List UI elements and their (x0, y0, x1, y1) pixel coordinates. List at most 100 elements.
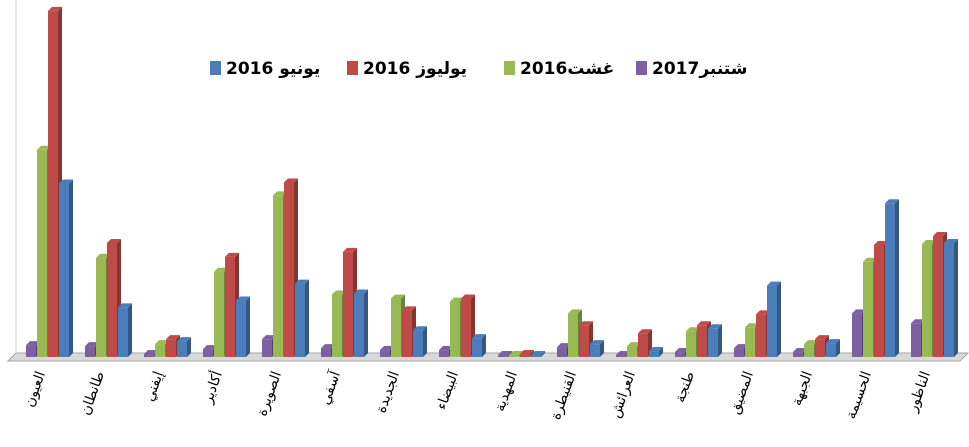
bar-side (659, 347, 663, 357)
bar-top (177, 337, 191, 342)
bar-top (944, 238, 958, 243)
bar (944, 242, 954, 357)
x-tick-label: القنيطرة (548, 369, 580, 422)
bar (826, 343, 836, 357)
bar (155, 344, 165, 357)
bar-side (541, 351, 545, 357)
bar (675, 352, 685, 357)
bar-top (332, 290, 346, 295)
bar (627, 346, 637, 357)
bar (804, 344, 814, 357)
bar (332, 294, 342, 357)
bar (922, 243, 932, 357)
bar (509, 355, 519, 357)
bar-top (686, 327, 700, 332)
bar (933, 236, 943, 357)
bar (26, 345, 36, 357)
bar-top (273, 191, 287, 196)
bar (273, 195, 283, 357)
bar-top (675, 348, 689, 353)
bar (472, 338, 482, 357)
bar-side (246, 296, 250, 357)
bar (37, 149, 47, 357)
bar-top (236, 296, 250, 301)
x-tick-label: العيون (21, 369, 49, 409)
bar (354, 293, 364, 357)
x-tick-label: المهدية (492, 369, 521, 413)
bar (461, 298, 471, 357)
x-tick-label: المضيق (727, 369, 757, 416)
bar-top (793, 348, 807, 353)
bar-top (826, 339, 840, 344)
bar-top (509, 351, 523, 356)
bar-top (354, 289, 368, 294)
x-tick-label: أكادير (198, 368, 226, 406)
bar-top (498, 351, 512, 356)
bar-top (380, 346, 394, 351)
bar (236, 300, 246, 357)
bar (852, 313, 862, 357)
bar (686, 331, 696, 357)
legend-swatch (210, 61, 221, 75)
bar-side (69, 179, 73, 357)
bar-top (649, 347, 663, 352)
bar (391, 298, 401, 357)
legend-swatch (504, 61, 515, 75)
bar (85, 346, 95, 357)
bar (225, 256, 235, 357)
bar-top (402, 306, 416, 311)
x-tick-label: الجبهة (789, 369, 816, 408)
bar-top (48, 6, 62, 11)
x-tick-label: طانطان (77, 369, 108, 417)
x-tick-label: الصويرة (254, 369, 285, 418)
bar (708, 328, 718, 357)
bar (166, 339, 176, 357)
bar-top (391, 294, 405, 299)
x-tick-label: البيضاء (433, 369, 462, 412)
bar (911, 323, 921, 357)
bar-top (439, 346, 453, 351)
bar-top (461, 294, 475, 299)
bar-top (26, 341, 40, 346)
bar-top (579, 321, 593, 326)
bar (380, 350, 390, 357)
legend-label: شتنبر2017 (652, 59, 747, 79)
bar-top (284, 178, 298, 183)
bar-top (557, 343, 571, 348)
bar (284, 182, 294, 357)
bar-top (745, 323, 759, 328)
bar-top (37, 145, 51, 150)
bar-side (600, 340, 604, 357)
bar (579, 325, 589, 357)
bar (885, 203, 895, 357)
bar-top (922, 239, 936, 244)
bar-top (697, 321, 711, 326)
bar-side (423, 326, 427, 357)
bar (203, 349, 213, 357)
bar (214, 271, 224, 357)
bar-top (874, 240, 888, 245)
bar-top (203, 345, 217, 350)
bar-top (568, 309, 582, 314)
bar (649, 351, 659, 357)
x-tick-label: العرائش (607, 369, 639, 420)
bar-top (59, 179, 73, 184)
bar (413, 330, 423, 357)
bar-top (933, 232, 947, 237)
bar-top (155, 340, 169, 345)
bar-side (718, 324, 722, 357)
bar (107, 242, 117, 357)
bar (262, 339, 272, 357)
bar-top (708, 324, 722, 329)
bar (734, 348, 744, 357)
legend-label: غشت2016 (520, 59, 614, 79)
bar-top (863, 257, 877, 262)
legend-swatch (636, 61, 647, 75)
bar-top (166, 335, 180, 340)
x-tick-label: آسفي (316, 368, 344, 407)
bar-side (836, 339, 840, 357)
bar-top (531, 351, 545, 356)
bar-top (295, 279, 309, 284)
bar (59, 183, 69, 357)
bar-top (616, 351, 630, 356)
